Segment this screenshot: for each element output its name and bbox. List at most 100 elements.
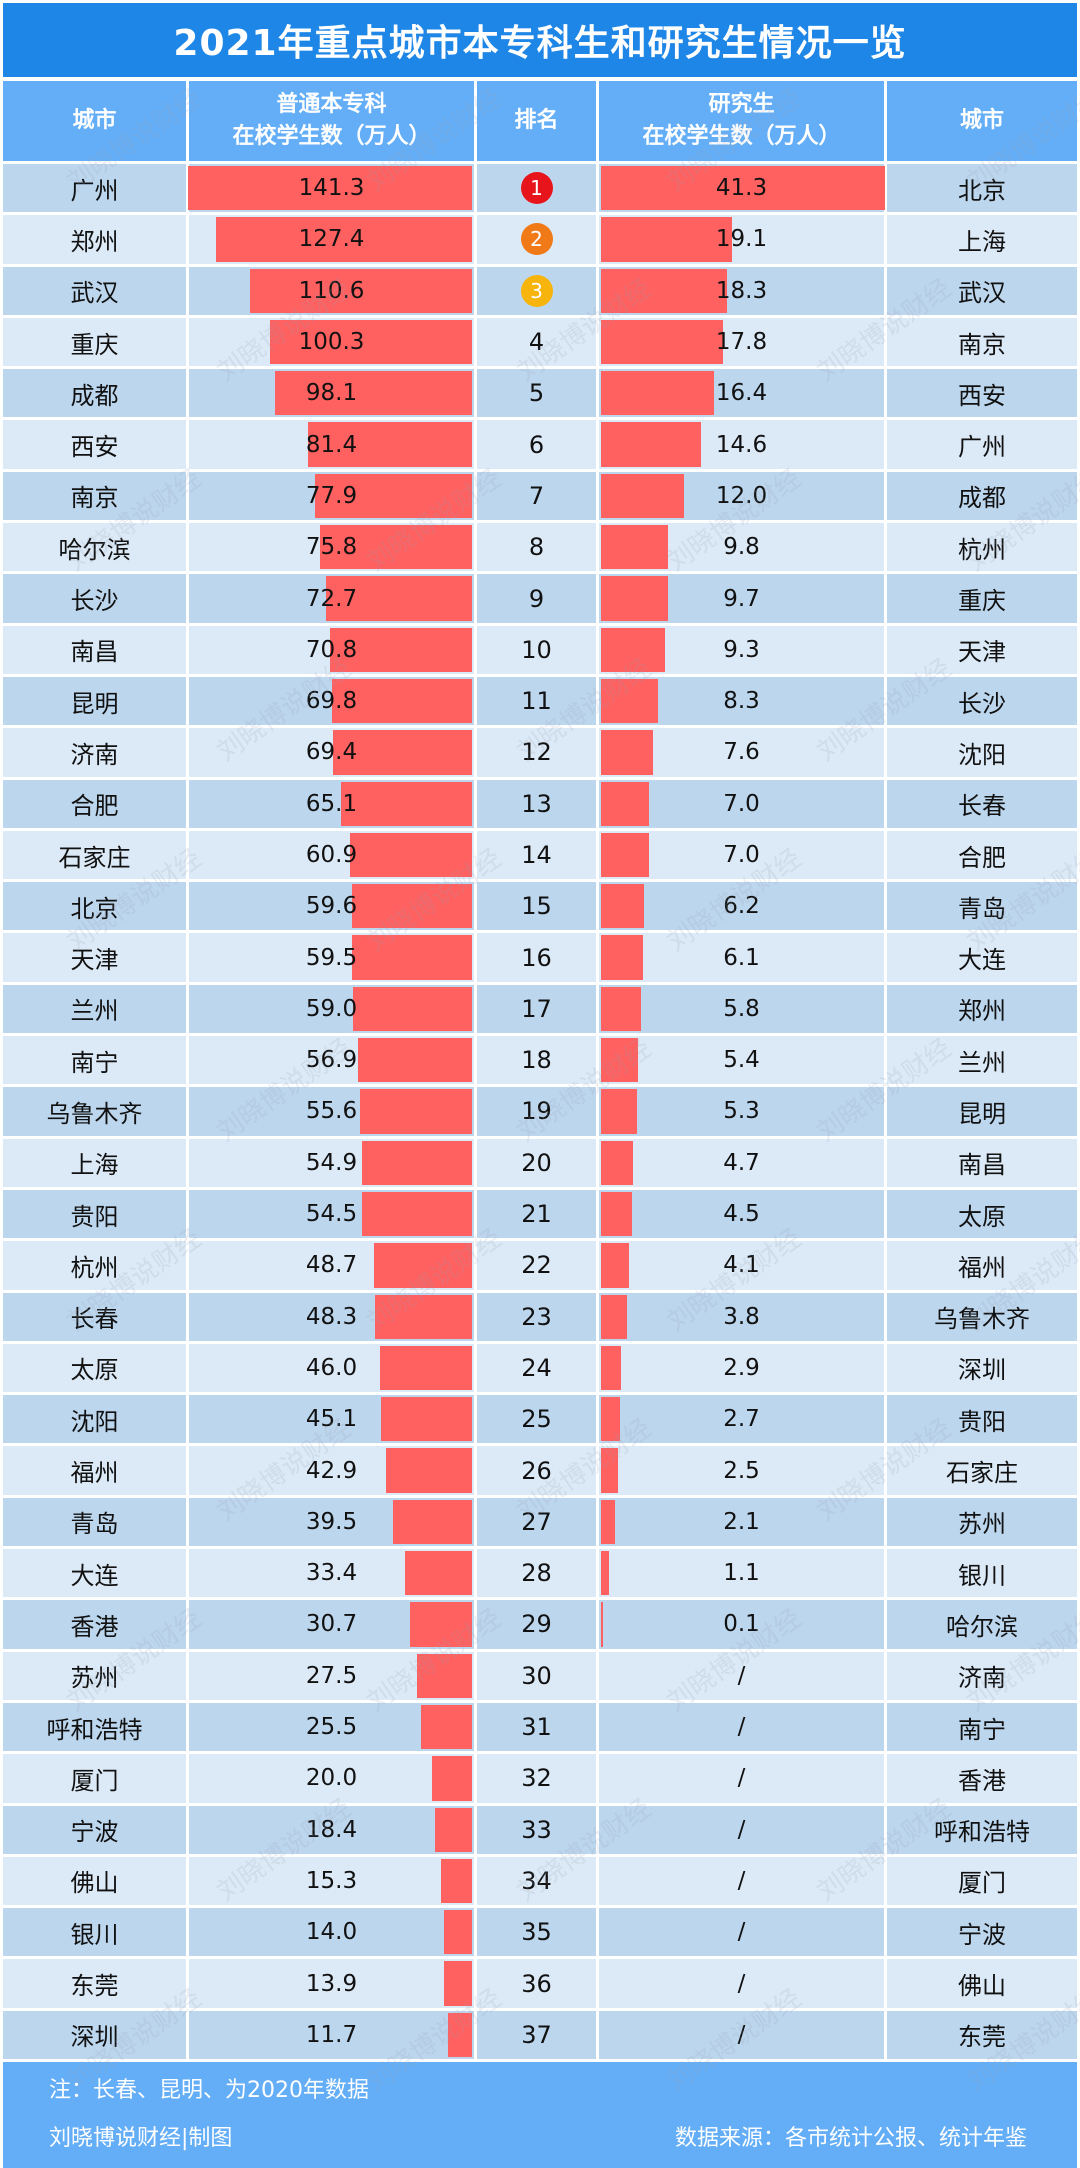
undergrad-bar: [374, 1243, 472, 1288]
grad-city-cell: 苏州: [887, 1497, 1077, 1547]
undergrad-city-cell: 香港: [3, 1600, 189, 1649]
undergrad-value-cell: 48.7: [189, 1241, 477, 1290]
undergrad-city-cell: 太原: [3, 1343, 189, 1393]
table-row: 南宁 56.9 18 5.4 兰州: [3, 1036, 1077, 1088]
grad-bar: [601, 1140, 634, 1185]
table-row: 长春 48.3 23 3.8 乌鲁木齐: [3, 1292, 1077, 1344]
undergrad-city-cell: 重庆: [3, 317, 189, 367]
rank-cell: 18: [477, 1036, 599, 1085]
grad-value-cell: 4.7: [599, 1138, 887, 1187]
table-row: 东莞 13.9 36 / 佛山: [3, 1959, 1077, 2011]
grad-city-cell: 太原: [887, 1189, 1077, 1239]
table-row: 宁波 18.4 33 / 呼和浩特: [3, 1805, 1077, 1857]
undergrad-bar: [444, 1961, 472, 2006]
undergrad-value: 30.7: [305, 1611, 358, 1638]
grad-city-cell: 长春: [887, 779, 1077, 828]
grad-city-cell: 佛山: [887, 1959, 1077, 2008]
grad-value: 7.0: [723, 842, 760, 868]
grad-bar: [601, 268, 727, 313]
chart-title: 2021年重点城市本专科生和研究生情况一览: [3, 3, 1077, 77]
grad-city-cell: 郑州: [887, 984, 1077, 1034]
undergrad-city-cell: 长沙: [3, 574, 189, 623]
undergrad-value-cell: 45.1: [189, 1395, 477, 1444]
undergrad-value: 25.5: [305, 1714, 358, 1741]
table-body: 广州 141.3 1 41.3 北京 郑州 127.4 2 19.1 上海 武汉 110.6 3 18.3…: [3, 164, 1077, 2062]
rank-cell: 6: [477, 420, 599, 469]
grad-city-cell: 兰州: [887, 1036, 1077, 1085]
undergrad-bar: [349, 832, 472, 878]
table-row: 武汉 110.6 3 18.3 武汉: [3, 266, 1077, 318]
table-row: 南京 77.9 7 12.0 成都: [3, 471, 1077, 524]
grad-city-cell: 深圳: [887, 1343, 1077, 1393]
table-row: 太原 46.0 24 2.9 深圳: [3, 1343, 1077, 1396]
grad-value-cell: 9.3: [599, 625, 887, 674]
undergrad-bar: [329, 627, 472, 672]
grad-value-cell: 6.2: [599, 882, 887, 931]
grad-value-cell: 12.0: [599, 471, 887, 521]
undergrad-bar: [341, 781, 472, 826]
grad-value: 41.3: [715, 175, 768, 202]
table-row: 呼和浩特 25.5 31 / 南宁: [3, 1702, 1077, 1755]
header-city-right-label: 城市: [959, 108, 1004, 134]
grad-city-cell: 长沙: [887, 676, 1077, 726]
undergrad-value-cell: 33.4: [189, 1549, 477, 1598]
undergrad-bar: [325, 576, 472, 621]
grad-value-cell: /: [599, 1702, 887, 1752]
grad-bar: [601, 1038, 639, 1083]
grad-value-cell: 7.0: [599, 830, 887, 880]
grad-city-cell: 乌鲁木齐: [887, 1292, 1077, 1341]
grad-bar: [601, 678, 659, 724]
rank-cell: 14: [477, 830, 599, 880]
rank-cell: 30: [477, 1651, 599, 1700]
grad-city-cell: 杭州: [887, 523, 1077, 572]
undergrad-bar: [443, 1910, 472, 1955]
rank-cell: 2: [477, 215, 599, 264]
grad-value: 9.7: [723, 585, 760, 612]
undergrad-value: 20.0: [305, 1765, 358, 1792]
undergrad-value: 59.6: [305, 893, 358, 920]
grad-value-cell: 2.7: [599, 1395, 887, 1444]
rank-cell: 8: [477, 523, 599, 572]
undergrad-value-cell: 72.7: [189, 574, 477, 623]
undergrad-city-cell: 武汉: [3, 266, 189, 315]
undergrad-value-cell: 69.4: [189, 728, 477, 777]
undergrad-value: 55.6: [305, 1098, 358, 1125]
table-row: 广州 141.3 1 41.3 北京: [3, 164, 1077, 216]
undergrad-city-cell: 宁波: [3, 1805, 189, 1854]
undergrad-value: 70.8: [305, 636, 358, 663]
undergrad-city-cell: 苏州: [3, 1651, 189, 1700]
grad-city-cell: 宁波: [887, 1908, 1077, 1957]
undergrad-bar: [361, 1140, 472, 1185]
undergrad-value: 141.3: [298, 175, 365, 202]
undergrad-value: 18.4: [305, 1816, 358, 1843]
grad-value: 7.0: [723, 790, 760, 817]
grad-value: 2.9: [723, 1354, 760, 1381]
undergrad-value: 54.5: [305, 1201, 358, 1228]
table-row: 济南 69.4 12 7.6 沈阳: [3, 728, 1077, 780]
grad-city-cell: 呼和浩特: [887, 1805, 1077, 1854]
header-undergrad-line1: 普通本专科: [276, 92, 387, 118]
undergrad-city-cell: 乌鲁木齐: [3, 1087, 189, 1136]
undergrad-value: 56.9: [305, 1047, 358, 1074]
grad-bar: [601, 166, 885, 211]
grad-value-cell: 2.1: [599, 1497, 887, 1547]
grad-value: 4.5: [723, 1201, 760, 1228]
grad-value: /: [737, 1867, 746, 1894]
grad-value: 1.1: [723, 1560, 760, 1587]
grad-value: 2.5: [723, 1457, 760, 1484]
grad-bar: [601, 1294, 628, 1339]
grad-city-cell: 上海: [887, 215, 1077, 264]
grad-bar: [601, 884, 644, 929]
grad-value-cell: 2.5: [599, 1446, 887, 1495]
rank-cell: 28: [477, 1549, 599, 1598]
grad-city-cell: 武汉: [887, 266, 1077, 315]
undergrad-value-cell: 54.5: [189, 1189, 477, 1239]
undergrad-value-cell: 75.8: [189, 523, 477, 572]
grad-city-cell: 东莞: [887, 2010, 1077, 2059]
header-grad-line1: 研究生: [708, 92, 775, 118]
grad-bar: [601, 1345, 621, 1391]
rank-cell: 10: [477, 625, 599, 674]
undergrad-value: 39.5: [305, 1508, 358, 1535]
table-row: 合肥 65.1 13 7.0 长春: [3, 779, 1077, 831]
header-grad: 研究生 在校学生数（万人）: [599, 81, 887, 161]
